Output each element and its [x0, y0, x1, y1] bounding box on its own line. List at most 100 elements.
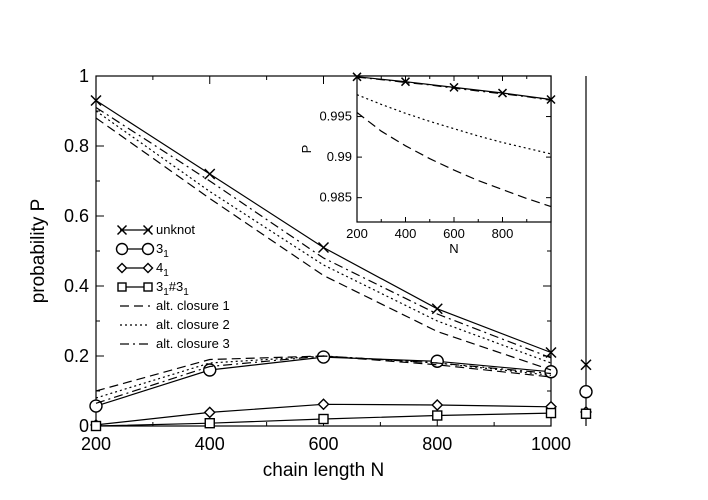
- inset-x-tick-label: 200: [346, 226, 368, 241]
- legend-label-base: 3: [156, 279, 163, 294]
- series-3-1-3-1: [90, 407, 557, 432]
- inset-data-point-unknot-b: [546, 94, 556, 105]
- y-tick-label: 0: [79, 416, 89, 436]
- data-point-3-1: [316, 350, 331, 364]
- side-panel: [579, 76, 593, 426]
- legend-item-4-1: 41: [116, 260, 169, 279]
- side-marker-unknot: [580, 359, 592, 371]
- data-point-4-1: [431, 399, 444, 411]
- data-point-4-1: [203, 406, 216, 419]
- legend-marker: [142, 262, 154, 274]
- legend-item-alt-closure-3: alt. closure 3: [120, 336, 230, 351]
- inset-y-tick-label: 0.99: [327, 149, 352, 164]
- data-point-4-1: [317, 398, 330, 411]
- legend-label-base: alt. closure 3: [156, 336, 230, 351]
- legend-label-sub2: 1: [183, 287, 189, 298]
- data-point-unknot-b: [204, 168, 216, 180]
- inset-data-point-unknot: [546, 94, 556, 105]
- data-point-3-1: [89, 399, 103, 413]
- inset-data-point-unknot: [352, 72, 362, 82]
- legend-label: 31: [156, 241, 169, 260]
- x-tick-label: 600: [308, 434, 338, 454]
- legend-label: 31#31: [156, 279, 189, 298]
- data-point-3-1-3-1: [432, 410, 443, 421]
- inset-data-point-unknot-b: [449, 82, 459, 92]
- inset-data-point-unknot-b: [497, 88, 508, 98]
- data-point-3-1: [203, 363, 217, 377]
- legend-marker: [116, 262, 128, 274]
- y-tick-label: 0.8: [64, 136, 89, 156]
- data-point-unknot-b: [317, 241, 330, 254]
- legend-marker: [115, 242, 129, 256]
- data-point-unknot: [545, 346, 557, 359]
- data-point-3-1-3-1: [204, 418, 215, 429]
- series-alt-closure-3-3-1: [95, 355, 552, 404]
- side-marker-unknot-b: [580, 359, 592, 371]
- series-line-alt-closure-3: [95, 106, 552, 359]
- legend-label-sub: 1: [163, 287, 169, 298]
- legend-label-base: 4: [156, 260, 163, 275]
- inset-y-axis-label: P: [299, 145, 314, 154]
- inset-frame: [356, 75, 552, 223]
- y-tick-label: 1: [79, 66, 89, 86]
- x-tick-label: 800: [422, 434, 452, 454]
- inset-x-axis-label: N: [449, 241, 458, 256]
- legend-item-3-1-3-1: 31#31: [117, 279, 189, 298]
- inset-series-line-alt-closure-1: [356, 112, 552, 208]
- data-point-unknot: [204, 168, 216, 180]
- series-alt-closure-1: [95, 117, 552, 371]
- legend-label-base: alt. closure 2: [156, 317, 230, 332]
- data-point-3-1-3-1: [545, 407, 557, 419]
- x-tick-label: 200: [81, 434, 111, 454]
- data-point-3-1-3-1: [90, 420, 102, 432]
- legend-label-sub: 1: [163, 268, 169, 279]
- side-marker-3-1-3-1: [580, 408, 592, 419]
- y-tick-label: 0.6: [64, 206, 89, 226]
- legend-label-base: unknot: [156, 222, 195, 237]
- y-tick-label: 0.4: [64, 276, 89, 296]
- inset-x-tick-label: 600: [443, 226, 465, 241]
- inset-data-point-unknot-b: [400, 77, 411, 87]
- inset-plot: 200 400 600 800 0.985 0.99 0.995 N P: [299, 72, 556, 256]
- side-marker-3-1: [579, 385, 593, 399]
- data-point-unknot-b: [545, 346, 557, 359]
- main-plot: 200 400 600 800 1000 0 0.2 0.4 0.6 0.8 1 chain leng…: [28, 66, 571, 481]
- legend-label-base: 3: [156, 241, 163, 256]
- series-alt-closure-3: [95, 106, 552, 359]
- inset-x-tick-label: 400: [395, 226, 417, 241]
- inset-data-point-unknot: [400, 77, 411, 87]
- series-line-alt-closure-3-3-1: [95, 355, 552, 404]
- legend-marker-b: [116, 224, 128, 236]
- data-point-unknot: [317, 241, 330, 254]
- inset-y-tick-label: 0.985: [319, 190, 352, 205]
- inset-series-alt-closure-3: [356, 76, 552, 101]
- inset-series-alt-closure-1: [356, 112, 552, 208]
- inset-series-line-alt-closure-3: [356, 76, 552, 101]
- inset-x-tick-label: 800: [492, 226, 514, 241]
- legend-marker: [141, 242, 155, 256]
- legend-marker: [143, 282, 153, 292]
- x-tick-label: 400: [195, 434, 225, 454]
- legend-marker: [116, 224, 128, 236]
- legend-label: 41: [156, 260, 169, 279]
- legend-label-sub: 1: [163, 249, 169, 260]
- legend-label: alt. closure 1: [156, 298, 230, 313]
- data-point-3-1-3-1: [318, 413, 329, 425]
- legend-item-alt-closure-1: alt. closure 1: [120, 298, 230, 313]
- legend-label: alt. closure 2: [156, 317, 230, 332]
- series-line-alt-closure-1: [95, 117, 552, 371]
- y-axis-label: probability P: [28, 199, 49, 304]
- legend-label: unknot: [156, 222, 195, 237]
- inset-data-point-unknot: [497, 88, 508, 98]
- legend-marker: [117, 282, 127, 292]
- data-point-unknot: [90, 94, 102, 107]
- legend-item-3-1: 31: [115, 241, 169, 260]
- legend-label-base: alt. closure 1: [156, 298, 230, 313]
- legend-label-mid: #3: [169, 279, 183, 294]
- inset-data-point-unknot-b: [352, 72, 362, 82]
- y-tick-label: 0.2: [64, 346, 89, 366]
- data-point-unknot: [431, 303, 443, 315]
- series-unknot: [90, 94, 557, 359]
